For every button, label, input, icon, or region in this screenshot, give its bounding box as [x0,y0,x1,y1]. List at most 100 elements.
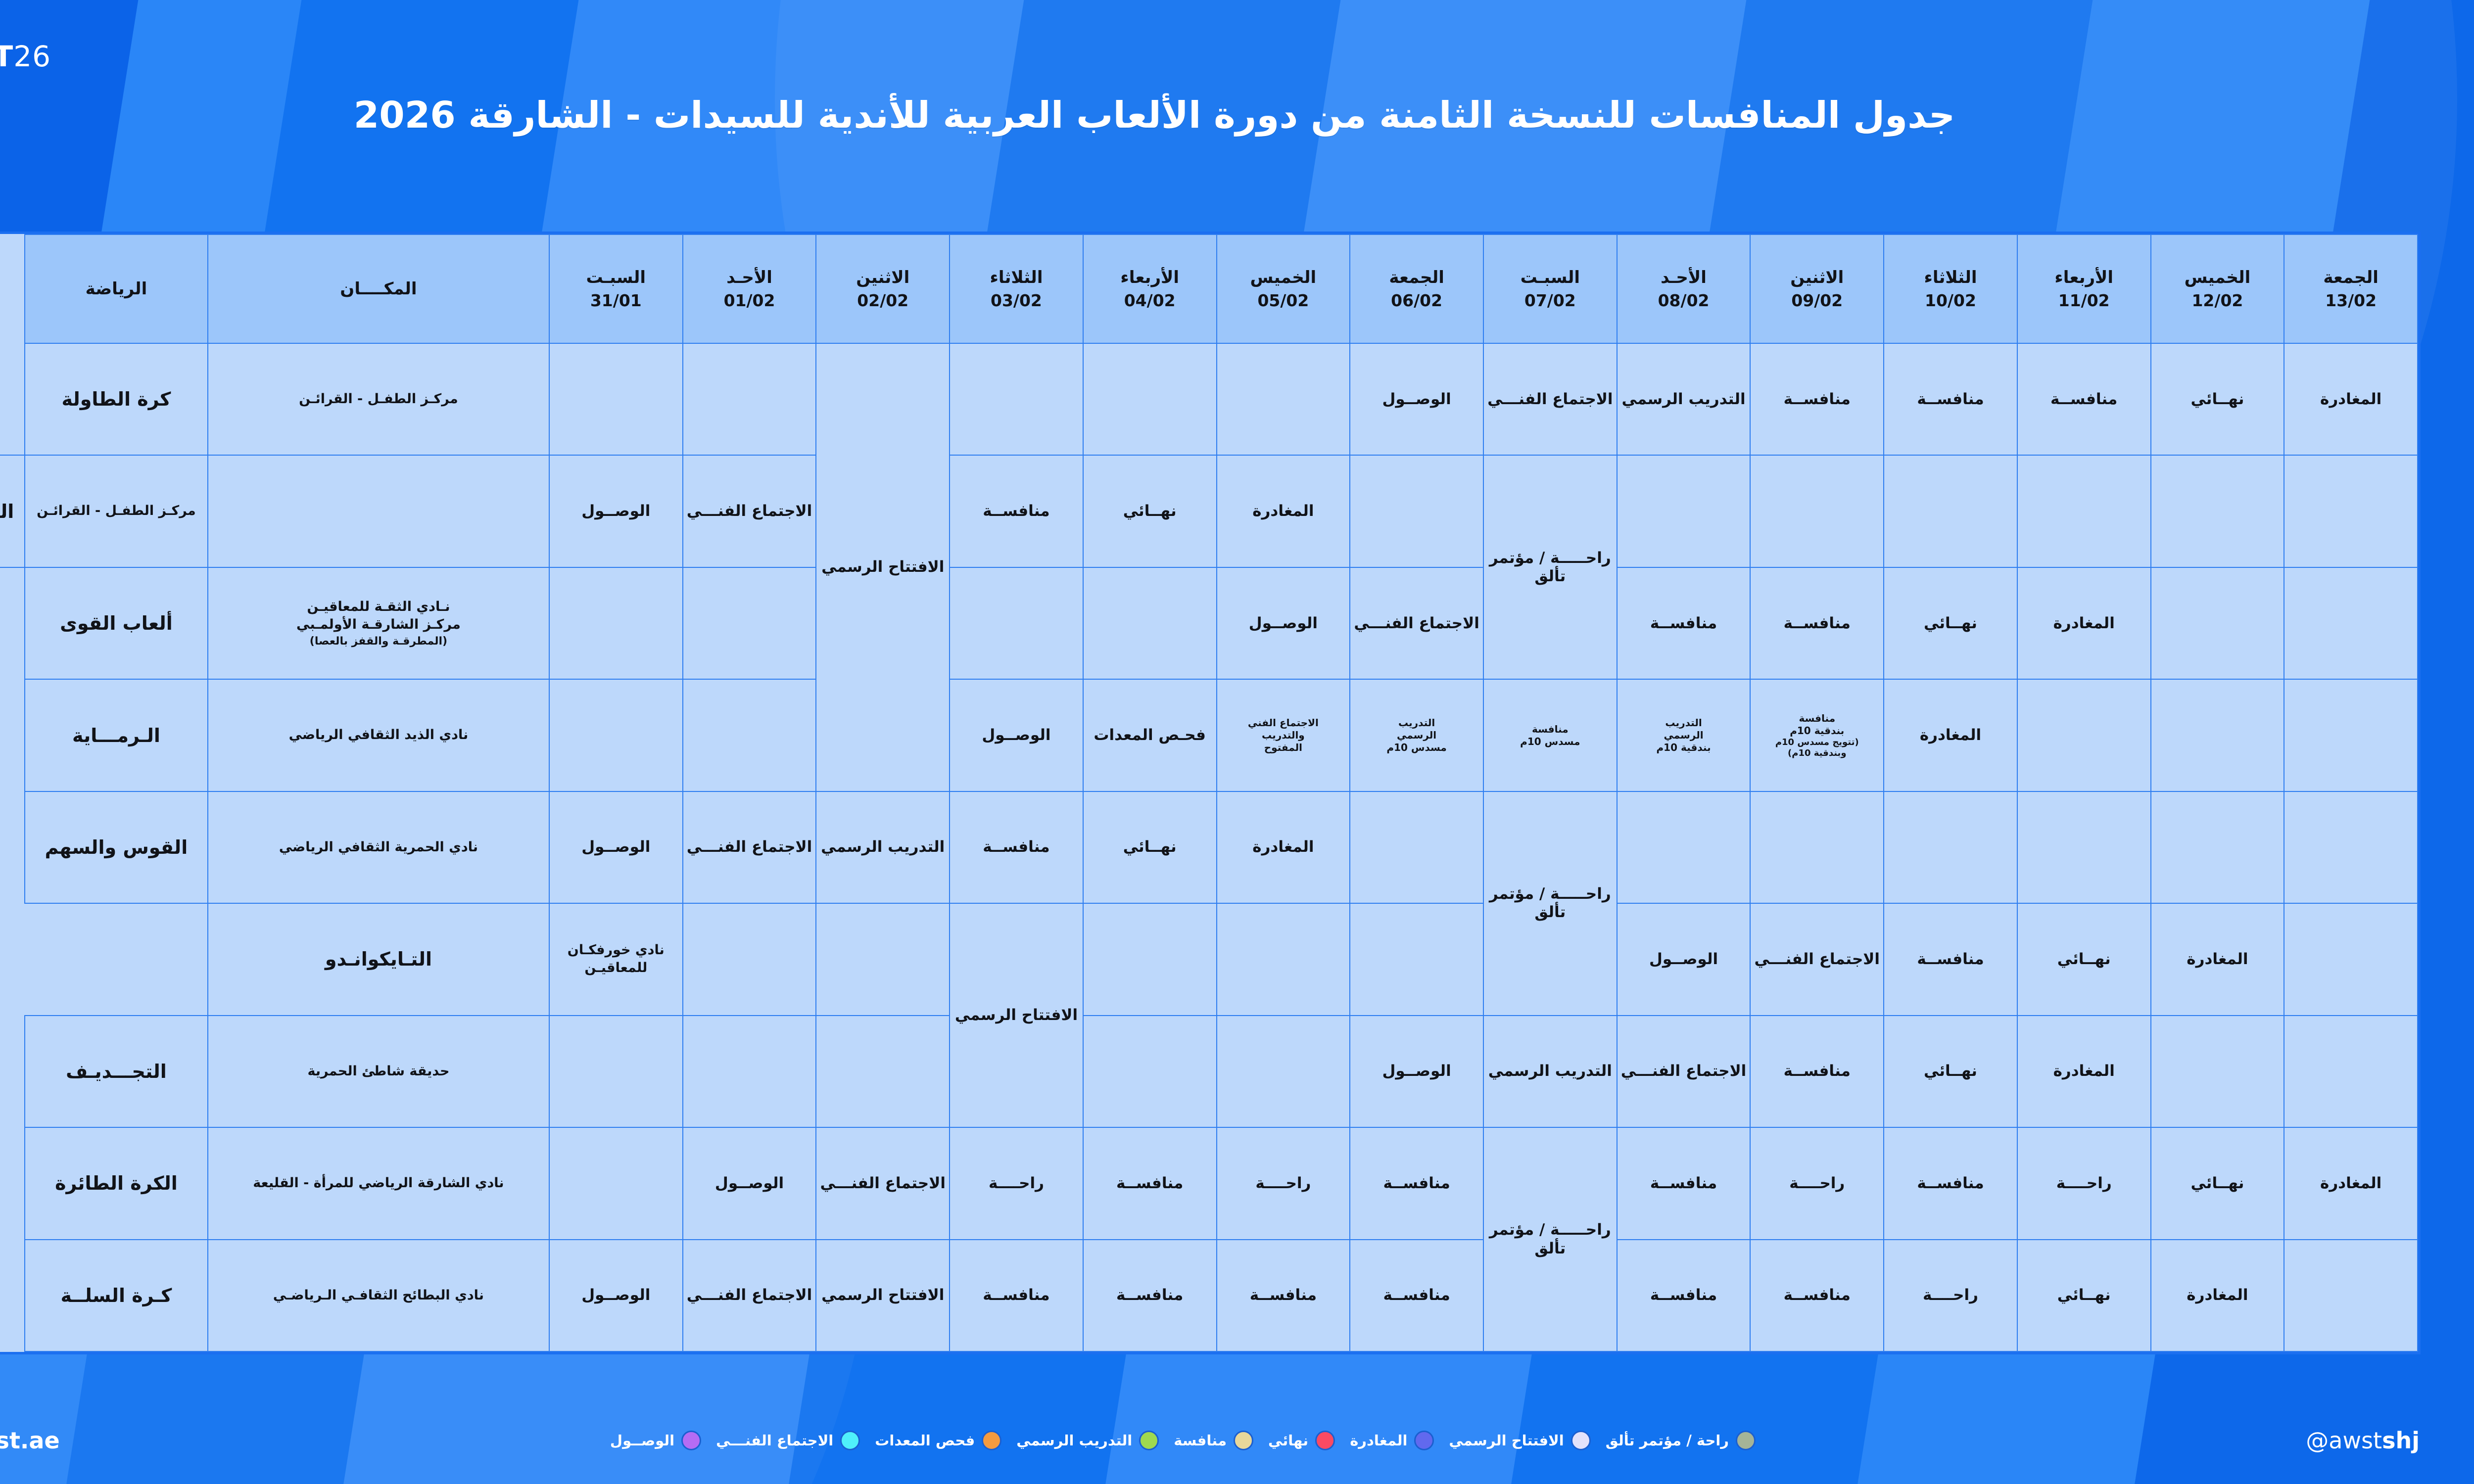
event-hashtag: #AWST26 [0,40,51,73]
schedule-cell-training[interactable]: التدريب الرسمي [1482,1015,1618,1128]
day-name: الجمعة [1389,268,1444,288]
schedule-cell-rest[interactable]: راحــــة [2016,1127,2151,1240]
schedule-cell-match[interactable]: منافســة [1349,1239,1484,1352]
schedule-cell-departure[interactable]: المغادرة [1216,790,1351,904]
schedule-cell-rest[interactable]: راحــــة [1883,1239,2018,1352]
schedule-cell-match[interactable]: منافســة [1883,903,2018,1016]
schedule-cell-training[interactable]: التدريب الرسمي [815,790,951,904]
handle-light: @awst [2306,1427,2382,1454]
legend-item: الاجتماع الفنـــي [716,1431,860,1450]
day-date: 01/02 [723,290,775,310]
schedule-cell-final[interactable]: نهــائي [1883,1015,2018,1128]
day-date: 09/02 [1791,290,1843,310]
schedule-cell-departure[interactable]: المغادرة [1883,679,2018,792]
table-head: الجمعة 13/02 الخميس 12/02 الأربعاء 11/02 الثلا… [0,234,2418,344]
legend-item: منافسة [1174,1431,1254,1450]
schedule-cell-match[interactable]: منافســة [1082,1127,1217,1240]
schedule-cell-departure[interactable]: المغادرة [2016,1015,2151,1128]
schedule-cell-match[interactable]: منافســة [949,790,1084,904]
day-name: الثلاثاء [1924,268,1977,288]
schedule-cell-departure[interactable]: المغادرة [2150,1239,2285,1352]
schedule-cell-final[interactable]: منافسة بندقية 10م (تتويج مسدس 10م وبندقية 1… [1750,679,1885,792]
cell-text-line: الاجتماع الفني [1247,717,1319,729]
schedule-cell-technical[interactable]: الاجتماع الفنـــي [1750,903,1885,1016]
schedule-cell-match[interactable]: منافســة [1216,1239,1351,1352]
schedule-cell-departure[interactable]: المغادرة [2150,903,2285,1016]
legend-label: المغادرة [1350,1432,1408,1449]
schedule-cell-empty [2284,566,2418,680]
schedule-cell-match[interactable]: منافسة مسدس 10م [1482,679,1618,792]
schedule-cell-training[interactable]: التدريب الرسمي بندقية 10م [1616,679,1751,792]
schedule-cell-final[interactable]: نهــائي [2150,342,2285,456]
schedule-cell-match[interactable]: منافســة [1883,1127,2018,1240]
schedule-cell-rest[interactable]: راحــــة [949,1127,1084,1240]
schedule-cell-training[interactable]: التدريب الرسمي [1616,342,1751,456]
schedule-cell-equipment[interactable]: فحـص المعدات [1082,679,1217,792]
schedule-cell-match[interactable]: منافســة [1349,1127,1484,1240]
schedule-cell-final[interactable]: نهــائي [1082,790,1217,904]
schedule-cell-rest[interactable]: راحــــة [1750,1127,1885,1240]
schedule-cell-empty [2150,1015,2285,1128]
venue-cell: حديقة شاطئ الحمرية [207,1015,550,1128]
schedule-cell-match[interactable]: منافســة [1082,1239,1217,1352]
schedule-cell-arrival[interactable]: الوصــول [548,455,683,568]
schedule-cell-rest[interactable]: راحـــــة / مؤتمر تألق [1482,455,1618,680]
website-url[interactable]: www.awst.ae [0,1427,60,1454]
schedule-cell-technical[interactable]: الاجتماع الفنـــي [815,1127,951,1240]
schedule-cell-opening[interactable]: الافتتاح الرسمي [949,903,1084,1128]
schedule-cell-empty [548,679,683,792]
schedule-cell-arrival[interactable]: الوصــول [548,790,683,904]
schedule-cell-match[interactable]: منافســة [1883,342,2018,456]
schedule-cell-arrival[interactable]: الوصــول [1349,342,1484,456]
schedule-cell-match[interactable]: منافســة [1750,1239,1885,1352]
schedule-cell-arrival[interactable]: الوصــول [548,1239,683,1352]
social-handle[interactable]: @awstshj [2306,1427,2420,1454]
schedule-cell-empty [815,1015,951,1128]
cell-text-line: المفتوح [1264,742,1303,754]
schedule-cell-opening[interactable]: الافتتاح الرسمي [815,1239,951,1352]
schedule-cell-match[interactable]: منافســة [1616,1239,1751,1352]
schedule-cell-departure[interactable]: المغادرة [1216,455,1351,568]
schedule-cell-match[interactable]: منافســة [1616,1127,1751,1240]
table-row: المغادرة نهــائي منافســة الاجتماع الفنـــي… [0,1015,2418,1128]
schedule-cell-departure[interactable]: المغادرة [2284,1127,2418,1240]
schedule-cell-match[interactable]: منافســة [1750,342,1885,456]
schedule-cell-rest[interactable]: راحـــــة / مؤتمر تألق [1482,1127,1618,1352]
schedule-cell-technical[interactable]: الاجتماع الفني والتدريب المفتوح [1216,679,1351,792]
schedule-cell-technical[interactable]: الاجتماع الفنـــي [1482,342,1618,456]
schedule-cell-departure[interactable]: المغادرة [2284,342,2418,456]
schedule-cell-arrival[interactable]: الوصــول [682,1127,817,1240]
legend-swatch-icon [1234,1431,1254,1450]
schedule-cell-empty [2150,790,2285,904]
schedule-cell-training[interactable]: التدريب الرسمي مسدس 10م [1349,679,1484,792]
legend-item: الوصــول [610,1431,702,1450]
schedule-cell-arrival[interactable]: الوصــول [949,679,1084,792]
schedule-cell-empty [1216,342,1351,456]
schedule-cell-final[interactable]: نهــائي [1082,455,1217,568]
schedule-cell-technical[interactable]: الاجتماع الفنـــي [682,1239,817,1352]
schedule-cell-departure[interactable]: المغادرة [2016,566,2151,680]
schedule-cell-final[interactable]: نهــائي [2016,903,2151,1016]
schedule-cell-technical[interactable]: الاجتماع الفنـــي [682,790,817,904]
schedule-cell-arrival[interactable]: الوصــول [1216,566,1351,680]
schedule-cell-technical[interactable]: الاجتماع الفنـــي [682,455,817,568]
schedule-cell-technical[interactable]: الاجتماع الفنـــي [1616,1015,1751,1128]
schedule-cell-match[interactable]: منافســة [949,1239,1084,1352]
schedule-cell-final[interactable]: نهــائي [2016,1239,2151,1352]
schedule-cell-match[interactable]: منافســة [1750,566,1885,680]
schedule-cell-match[interactable]: منافســة [949,455,1084,568]
schedule-cell-match[interactable]: منافســة [1750,1015,1885,1128]
schedule-cell-match[interactable]: منافســة [2016,342,2151,456]
sport-cell: ألعاب القوى [24,566,208,680]
day-name: السبـت [586,268,646,288]
schedule-cell-match[interactable]: منافســة [1616,566,1751,680]
schedule-cell-arrival[interactable]: الوصــول [1616,903,1751,1016]
schedule-cell-technical[interactable]: الاجتماع الفنـــي [1349,566,1484,680]
legend-bar: @awstshj راحة / مؤتمر تألق الافتتاح الرسم… [0,1411,2474,1470]
schedule-cell-opening[interactable]: الافتتاح الرسمي [815,343,951,792]
schedule-cell-rest[interactable]: راحــــة [1216,1127,1351,1240]
schedule-cell-final[interactable]: نهــائي [1883,566,2018,680]
schedule-cell-arrival[interactable]: الوصــول [1349,1015,1484,1128]
schedule-cell-rest[interactable]: راحـــــة / مؤتمر تألق [1482,790,1618,1016]
schedule-cell-final[interactable]: نهــائي [2150,1127,2285,1240]
